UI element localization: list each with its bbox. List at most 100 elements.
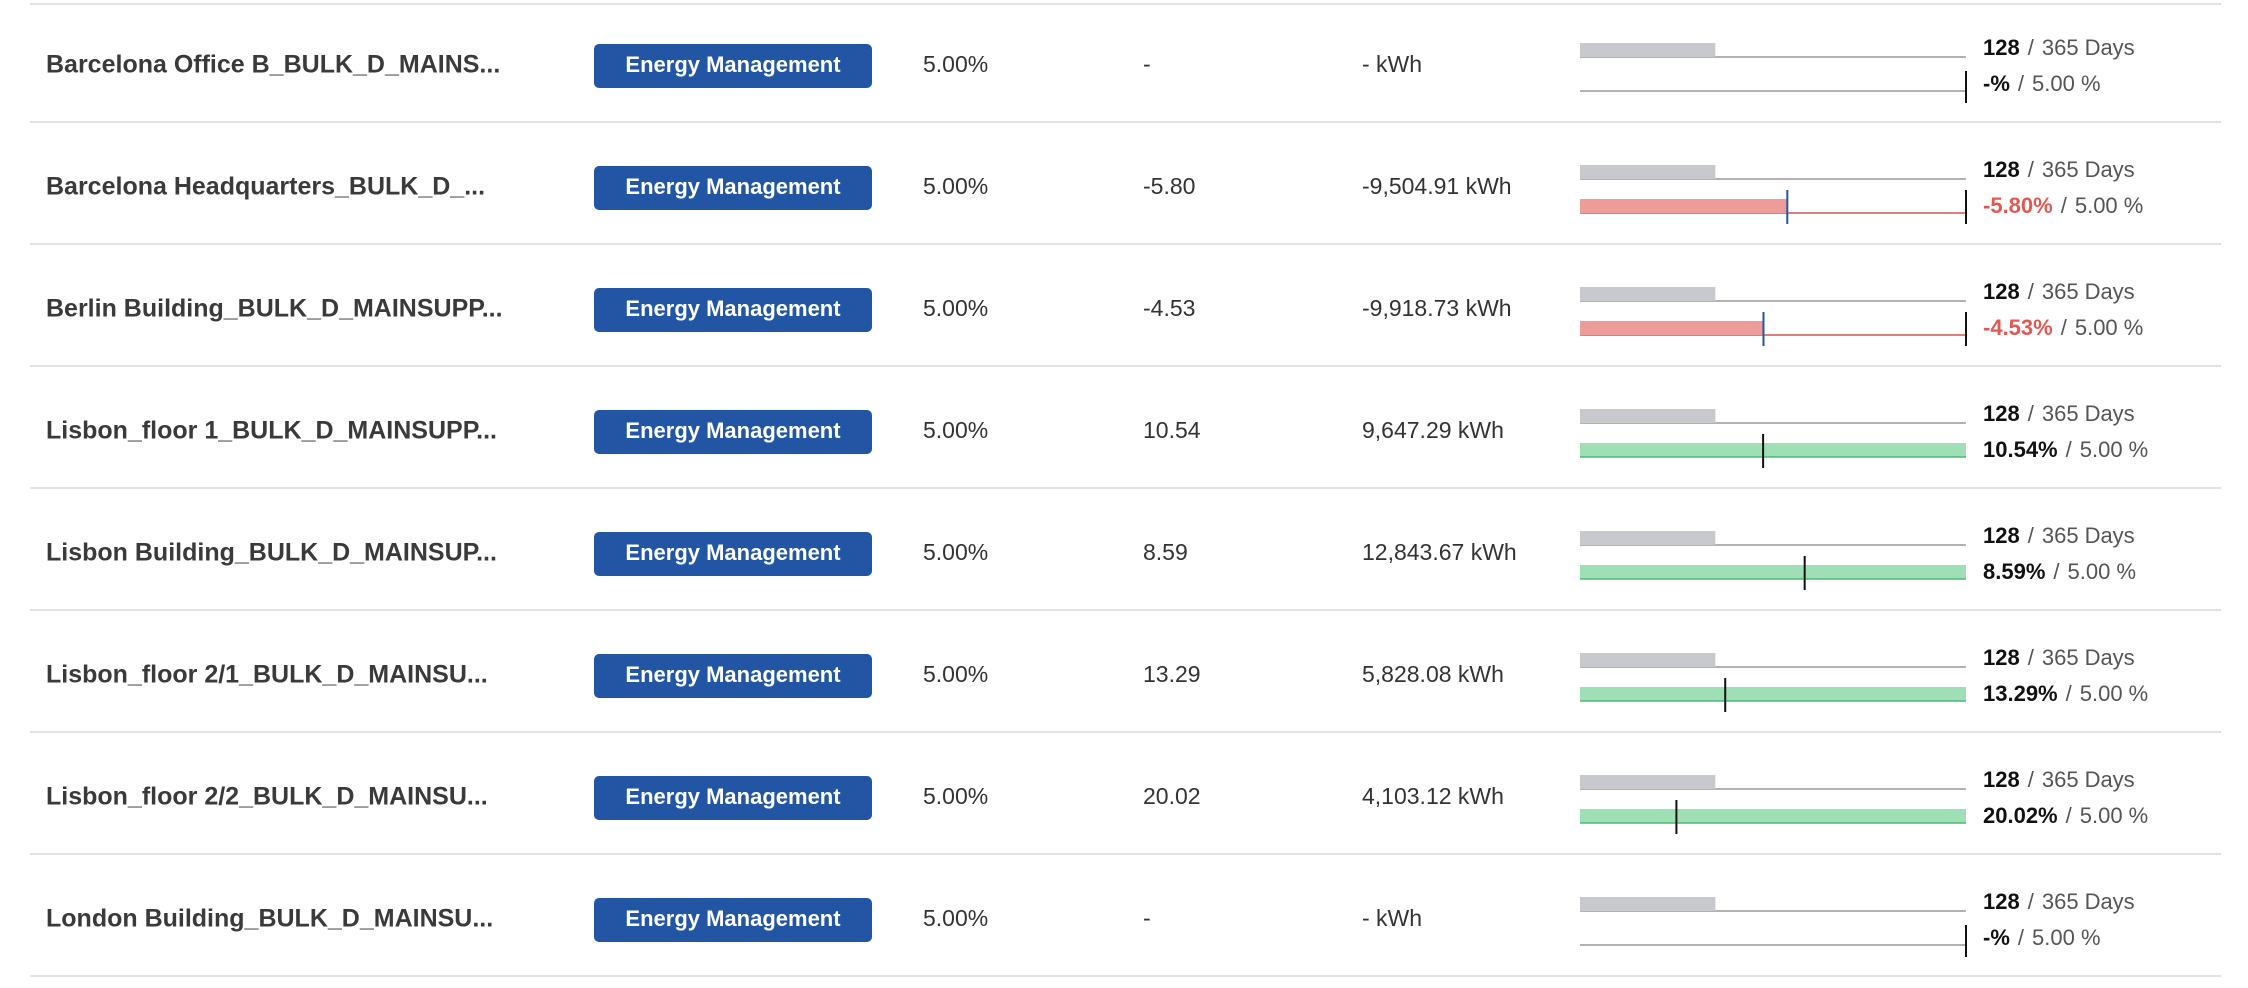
- days-total: 365: [2042, 889, 2079, 914]
- value-cell: 8.59: [1143, 539, 1188, 565]
- days-total: 365: [2042, 523, 2079, 548]
- days-unit: Days: [2085, 767, 2135, 792]
- pct-text: -4.53% / 5.00 %: [1983, 315, 2143, 340]
- tag-badge: [594, 44, 872, 88]
- days-bar: [1580, 775, 1716, 789]
- table-row: London Building_BULK_D_MAINSU... Energy M…: [30, 889, 2221, 977]
- energy-cell: 12,843.67 kWh: [1362, 539, 1517, 565]
- tag-label: Energy Management: [625, 174, 841, 199]
- table-row: Lisbon_floor 2/1_BULK_D_MAINSU... Energy …: [30, 645, 2221, 733]
- target-cell: 5.00%: [923, 661, 988, 687]
- value-cell: -5.80: [1143, 173, 1195, 199]
- target-label: 5.00 %: [2032, 925, 2101, 950]
- table-row: Lisbon_floor 1_BULK_D_MAINSUPP... Energy …: [30, 401, 2221, 489]
- value-cell: 10.54: [1143, 417, 1201, 443]
- meter-name: London Building_BULK_D_MAINSU...: [46, 905, 493, 933]
- days-bar: [1580, 653, 1716, 667]
- separator: /: [2053, 559, 2060, 584]
- days-count: 128: [1983, 35, 2020, 60]
- tag-label: Energy Management: [625, 418, 841, 443]
- days-bar: [1580, 43, 1716, 57]
- target-cell: 5.00%: [923, 51, 988, 77]
- pct-label: -4.53%: [1983, 315, 2053, 340]
- days-text: 128 / 365 Days: [1983, 645, 2135, 670]
- table-row: Lisbon Building_BULK_D_MAINSUP... Energy …: [30, 523, 2221, 611]
- meter-name: Lisbon_floor 2/1_BULK_D_MAINSU...: [46, 661, 488, 689]
- days-bar: [1580, 409, 1716, 423]
- separator: /: [2018, 925, 2025, 950]
- pct-bar: [1580, 321, 1764, 335]
- days-text: 128 / 365 Days: [1983, 767, 2135, 792]
- separator: /: [2028, 889, 2035, 914]
- tag-badge: [594, 776, 872, 820]
- pct-text: -5.80% / 5.00 %: [1983, 193, 2143, 218]
- tag-label: Energy Management: [625, 906, 841, 931]
- days-unit: Days: [2085, 401, 2135, 426]
- days-unit: Days: [2085, 889, 2135, 914]
- target-cell: 5.00%: [923, 295, 988, 321]
- tag-label: Energy Management: [625, 784, 841, 809]
- pct-label: 20.02%: [1983, 803, 2058, 828]
- meter-name: Berlin Building_BULK_D_MAINSUPP...: [46, 295, 503, 323]
- pct-text: 8.59% / 5.00 %: [1983, 559, 2136, 584]
- days-count: 128: [1983, 645, 2020, 670]
- days-unit: Days: [2085, 279, 2135, 304]
- tag-label: Energy Management: [625, 540, 841, 565]
- pct-bar: [1580, 565, 1966, 579]
- days-total: 365: [2042, 401, 2079, 426]
- separator: /: [2018, 71, 2025, 96]
- days-total: 365: [2042, 35, 2079, 60]
- days-count: 128: [1983, 523, 2020, 548]
- pct-label: -%: [1983, 925, 2010, 950]
- days-unit: Days: [2085, 645, 2135, 670]
- table-row: Barcelona Office B_BULK_D_MAINS... Energy…: [30, 35, 2221, 123]
- tag-badge: [594, 288, 872, 332]
- separator: /: [2028, 645, 2035, 670]
- days-bar: [1580, 287, 1716, 301]
- separator: /: [2028, 279, 2035, 304]
- value-cell: 13.29: [1143, 661, 1201, 687]
- tag-badge: [594, 654, 872, 698]
- energy-cell: - kWh: [1362, 905, 1422, 931]
- days-count: 128: [1983, 767, 2020, 792]
- tag-label: Energy Management: [625, 296, 841, 321]
- days-unit: Days: [2085, 157, 2135, 182]
- meter-name: Lisbon_floor 1_BULK_D_MAINSUPP...: [46, 417, 497, 445]
- value-cell: 20.02: [1143, 783, 1201, 809]
- meter-name: Barcelona Headquarters_BULK_D_...: [46, 173, 485, 201]
- pct-bar: [1580, 809, 1966, 823]
- tag-label: Energy Management: [625, 52, 841, 77]
- separator: /: [2028, 401, 2035, 426]
- target-cell: 5.00%: [923, 539, 988, 565]
- days-count: 128: [1983, 279, 2020, 304]
- tag-badge: [594, 166, 872, 210]
- target-label: 5.00 %: [2075, 315, 2144, 340]
- pct-text: 20.02% / 5.00 %: [1983, 803, 2148, 828]
- days-unit: Days: [2085, 35, 2135, 60]
- pct-text: -% / 5.00 %: [1983, 71, 2101, 96]
- separator: /: [2061, 315, 2068, 340]
- target-label: 5.00 %: [2080, 681, 2149, 706]
- pct-bar: [1580, 687, 1966, 701]
- separator: /: [2028, 523, 2035, 548]
- meter-name: Lisbon Building_BULK_D_MAINSUP...: [46, 539, 497, 567]
- separator: /: [2028, 35, 2035, 60]
- meter-name: Lisbon_floor 2/2_BULK_D_MAINSU...: [46, 783, 488, 811]
- separator: /: [2066, 681, 2073, 706]
- target-label: 5.00 %: [2080, 437, 2149, 462]
- energy-cell: 4,103.12 kWh: [1362, 783, 1504, 809]
- separator: /: [2061, 193, 2068, 218]
- target-cell: 5.00%: [923, 783, 988, 809]
- value-cell: -4.53: [1143, 295, 1195, 321]
- meter-name: Barcelona Office B_BULK_D_MAINS...: [46, 51, 500, 79]
- energy-cell: -9,504.91 kWh: [1362, 173, 1512, 199]
- pct-label: -5.80%: [1983, 193, 2053, 218]
- days-bar: [1580, 165, 1716, 179]
- target-label: 5.00 %: [2080, 803, 2149, 828]
- days-count: 128: [1983, 889, 2020, 914]
- pct-text: 13.29% / 5.00 %: [1983, 681, 2148, 706]
- table-row: Berlin Building_BULK_D_MAINSUPP... Energy…: [30, 279, 2221, 367]
- days-text: 128 / 365 Days: [1983, 401, 2135, 426]
- days-total: 365: [2042, 157, 2079, 182]
